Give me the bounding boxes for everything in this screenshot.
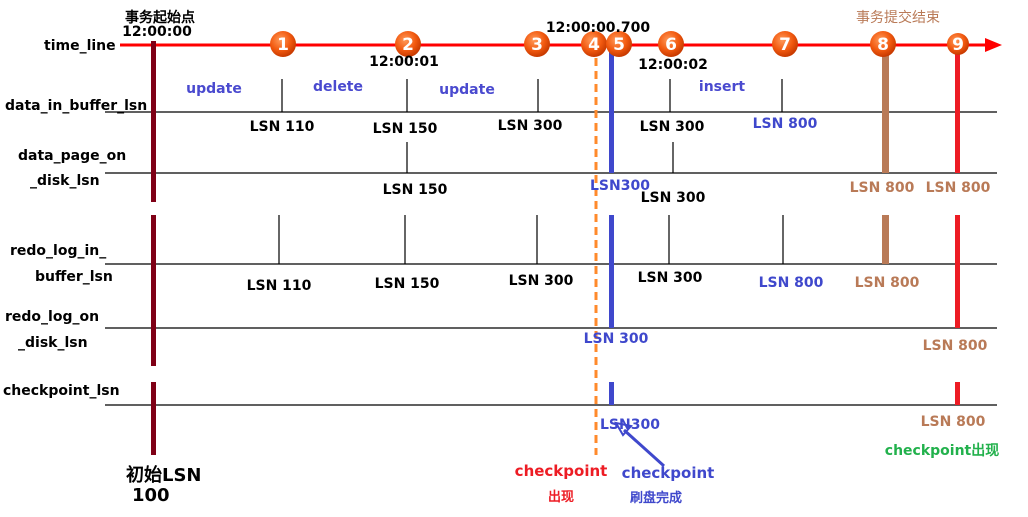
svg-text:4: 4 — [588, 35, 600, 55]
commit-bar — [882, 50, 889, 264]
disk-page-lsn-4: LSN 800 — [850, 180, 915, 196]
initial-lsn-value: 100 — [132, 485, 170, 506]
buffer-lsn-1: LSN 110 — [250, 119, 315, 135]
checkpoint-appear-label: checkpoint — [515, 462, 608, 480]
step-3: 3 — [524, 31, 550, 57]
row-label-redo-on-2: _disk_lsn — [18, 335, 88, 351]
checkpoint-appear-green: checkpoint出现 — [885, 442, 999, 459]
redo-disk-lsn-2: LSN 800 — [923, 338, 988, 354]
step-4: 4 — [581, 31, 607, 57]
svg-text:7: 7 — [779, 35, 791, 55]
svg-text:9: 9 — [952, 35, 964, 55]
start-time: 12:00:00 — [122, 24, 192, 40]
flush-arrow-icon — [614, 421, 666, 468]
tick-marks — [278, 79, 784, 264]
disk-page-lsn-2: LSN300 — [590, 178, 650, 194]
row-label-redo-on-1: redo_log_on — [5, 309, 99, 325]
operation-update-2: update — [439, 82, 495, 98]
step-5: 5 — [606, 31, 632, 57]
initial-lsn-label: 初始LSN — [126, 464, 202, 486]
checkpoint-lsn-2: LSN 800 — [921, 414, 986, 430]
operation-update-1: update — [186, 81, 242, 97]
row-label-redo-in-2: buffer_lsn — [35, 269, 113, 285]
buffer-lsn-2: LSN 150 — [373, 121, 438, 137]
checkpoint-appear-label-2: 出现 — [548, 489, 574, 505]
final-checkpoint-bar — [955, 50, 960, 405]
redo-buffer-lsn-5: LSN 800 — [759, 275, 824, 291]
disk-page-lsn-5: LSN 800 — [926, 180, 991, 196]
svg-text:3: 3 — [531, 35, 543, 55]
redo-buffer-lsn-4: LSN 300 — [638, 270, 703, 286]
redo-buffer-lsn-6: LSN 800 — [855, 275, 920, 291]
operation-delete: delete — [313, 79, 363, 95]
svg-text:1: 1 — [277, 35, 289, 55]
row-label-data-page-on-2: _disk_lsn — [30, 173, 100, 189]
svg-text:2: 2 — [402, 35, 414, 55]
disk-page-lsn-1: LSN 150 — [383, 182, 448, 198]
row-label-data-page-on-1: data_page_on — [18, 148, 126, 164]
checkpoint-flush-bar — [609, 50, 614, 405]
start-bar — [151, 41, 156, 455]
svg-text:5: 5 — [613, 35, 625, 55]
redo-buffer-lsn-1: LSN 110 — [247, 278, 312, 294]
timeline-arrow-icon — [985, 38, 1002, 52]
step-6: 6 — [658, 31, 684, 57]
end-label: 事务提交结束 — [856, 9, 940, 26]
buffer-lsn-4: LSN 300 — [640, 119, 705, 135]
time-step-4: 12:00:00.700 — [546, 20, 650, 36]
step-2: 2 — [395, 31, 421, 57]
step-8: 8 — [870, 31, 896, 57]
svg-text:8: 8 — [877, 35, 889, 55]
step-9: 9 — [947, 33, 969, 55]
row-lines — [105, 111, 997, 406]
operation-insert: insert — [699, 79, 745, 95]
buffer-lsn-5: LSN 800 — [753, 116, 818, 132]
time-step-6: 12:00:02 — [638, 57, 708, 73]
start-label: 事务起始点 — [125, 9, 195, 26]
step-1: 1 — [270, 31, 296, 57]
row-label-checkpoint: checkpoint_lsn — [3, 383, 120, 399]
buffer-lsn-3: LSN 300 — [498, 118, 563, 134]
row-label-data-in-buffer: data_in_buffer_lsn — [5, 98, 147, 114]
row-label-time-line: time_line — [44, 38, 116, 54]
checkpoint-flush-label: checkpoint — [622, 464, 715, 482]
time-step-2: 12:00:01 — [369, 54, 439, 70]
redo-buffer-lsn-3: LSN 300 — [509, 273, 574, 289]
row-label-redo-in-1: redo_log_in_ — [10, 243, 106, 259]
step-7: 7 — [772, 31, 798, 57]
checkpoint-flush-label-2: 刷盘完成 — [630, 490, 682, 506]
redo-buffer-lsn-2: LSN 150 — [375, 276, 440, 292]
svg-text:6: 6 — [665, 35, 677, 55]
disk-page-lsn-3: LSN 300 — [641, 190, 706, 206]
redo-disk-lsn-1: LSN 300 — [584, 331, 649, 347]
